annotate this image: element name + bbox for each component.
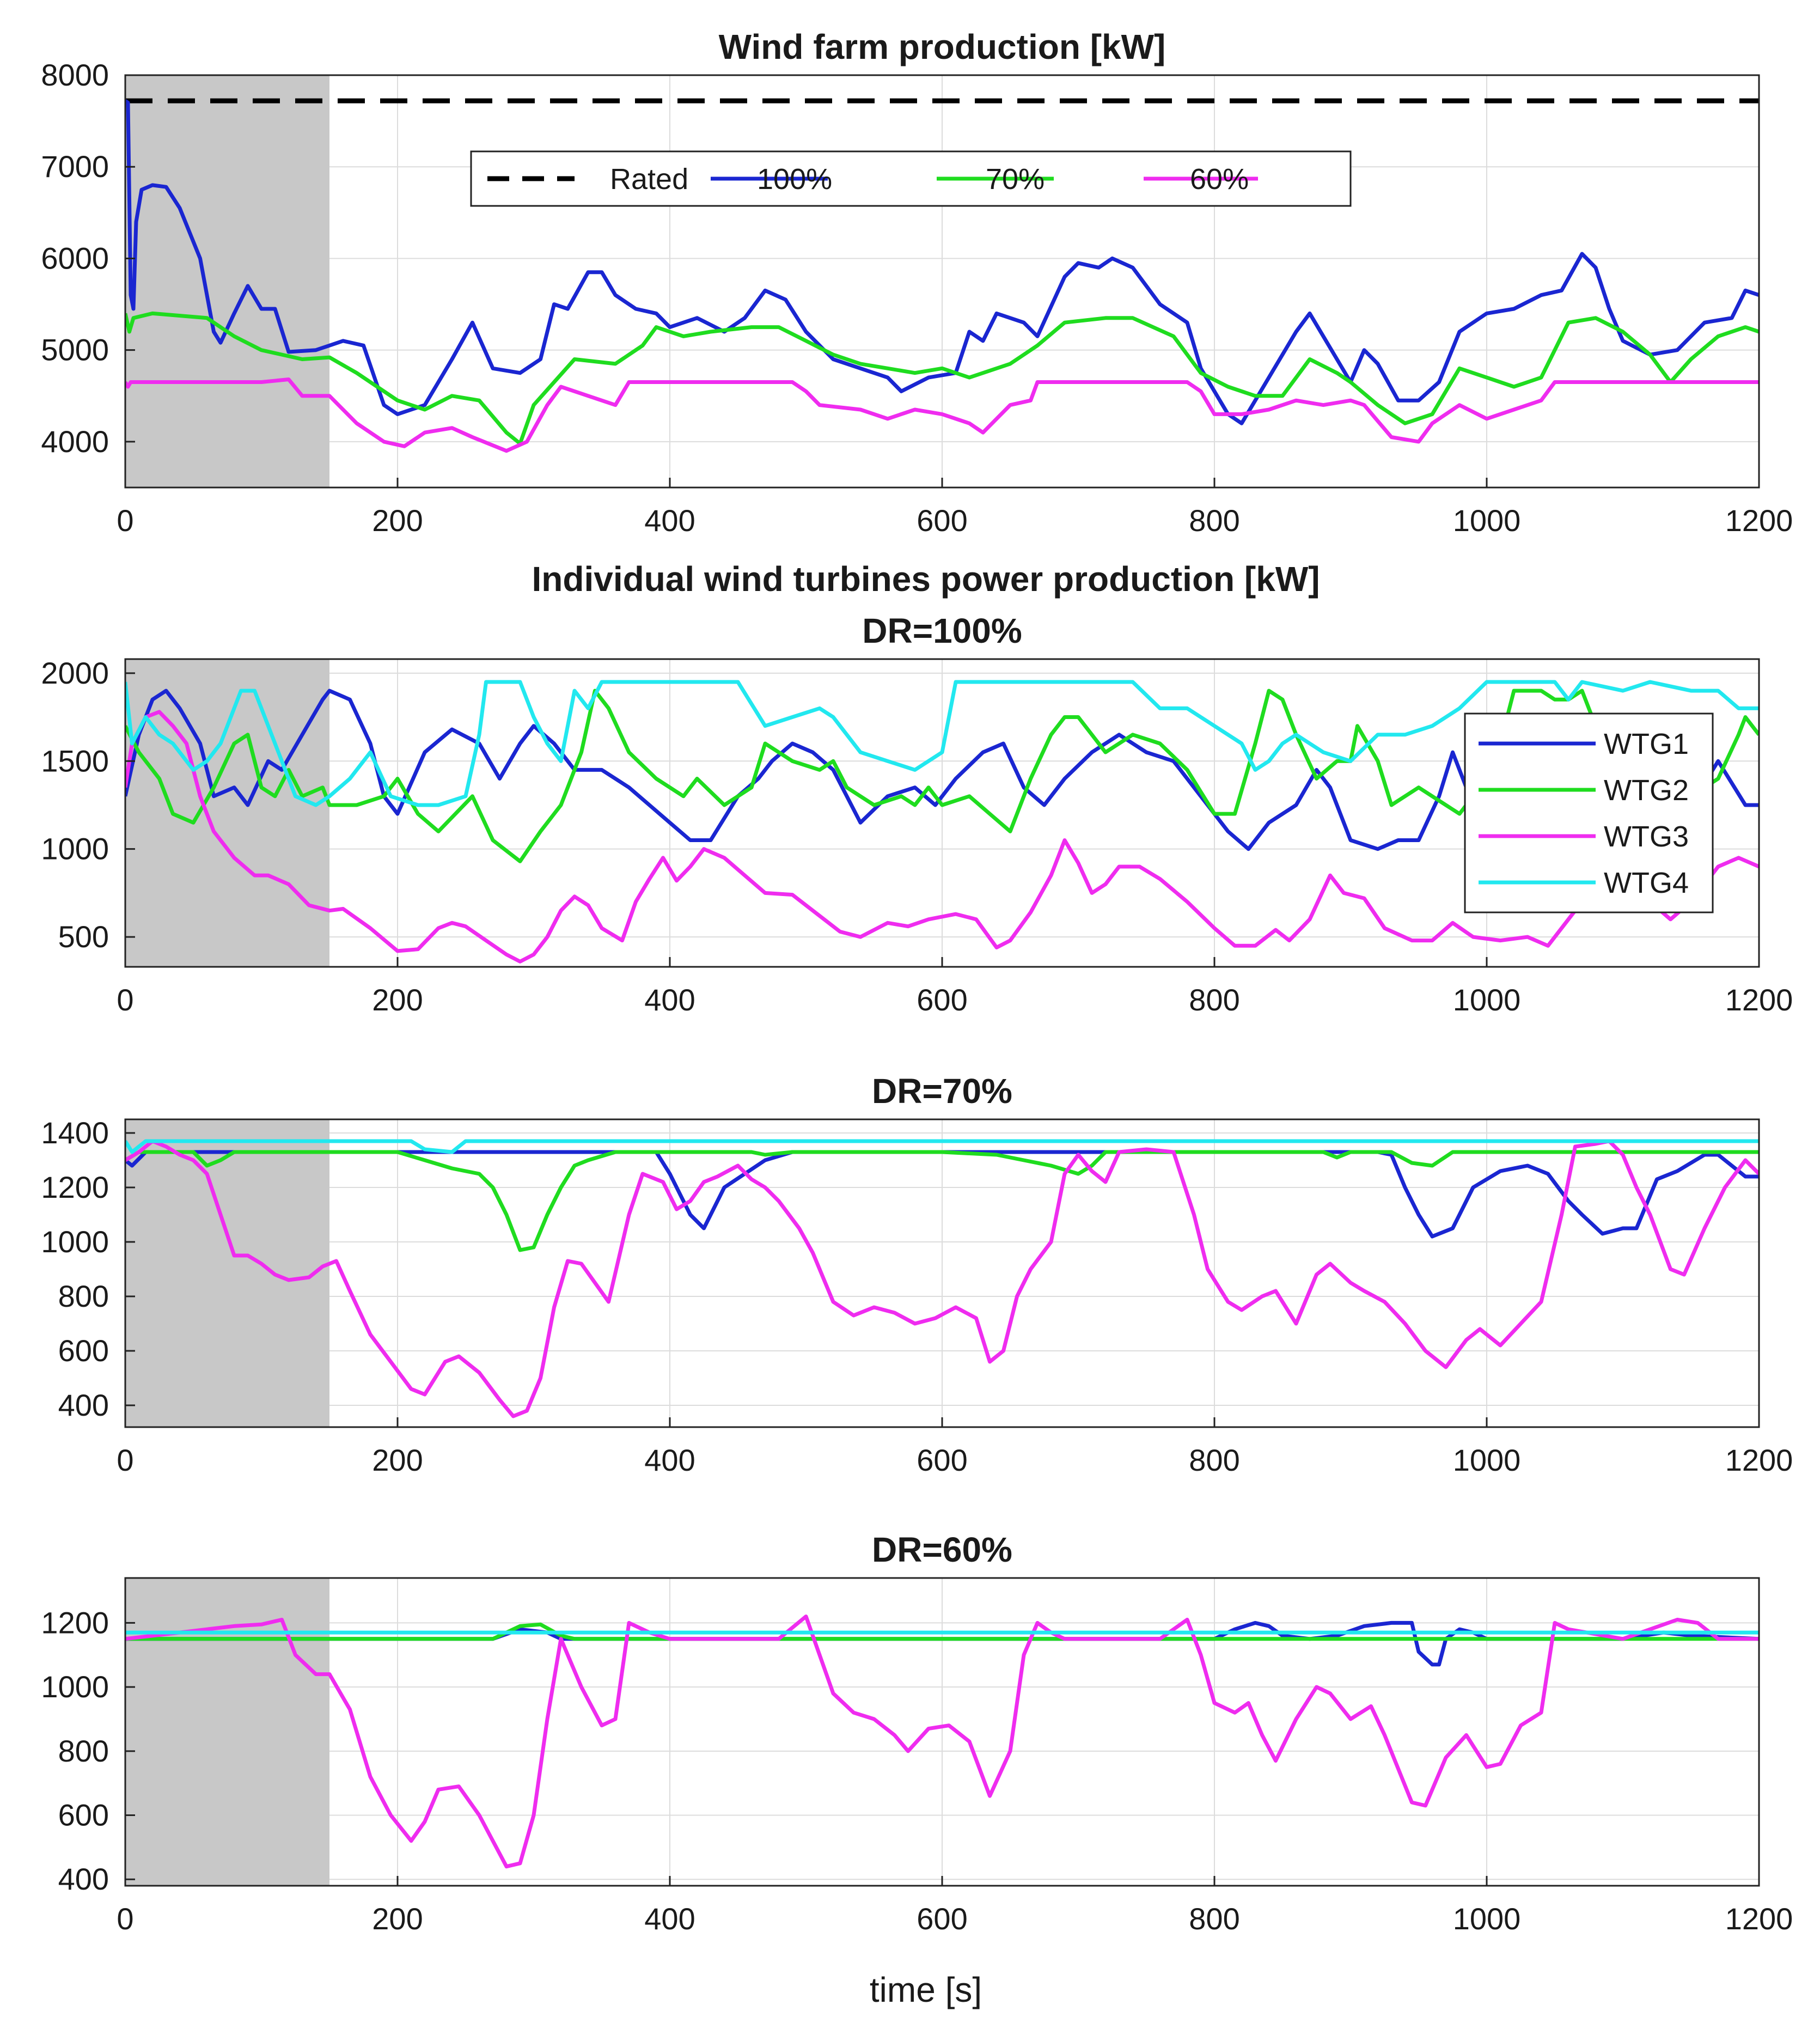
y-tick-label: 800 (58, 1734, 109, 1768)
x-tick-label: 1000 (1453, 1902, 1521, 1936)
y-tick-label: 7000 (41, 149, 109, 184)
chart-panel-dr100: 0 200 400 600 800 1000 1200 500 1000 1500 2000 DR=1… (41, 611, 1793, 1017)
shaded-region (125, 1578, 329, 1886)
legend-label: WTG2 (1604, 774, 1689, 807)
y-tick-label: 1000 (41, 1669, 109, 1704)
x-tick-label: 600 (917, 503, 967, 538)
section-title: Individual wind turbines power productio… (532, 559, 1320, 599)
y-tick-label: 1000 (41, 832, 109, 866)
x-tick-label: 200 (372, 983, 423, 1017)
x-tick-label: 1200 (1725, 1902, 1793, 1936)
x-tick-label: 200 (372, 503, 423, 538)
y-tick-label: 600 (58, 1333, 109, 1368)
y-tick-label: 6000 (41, 241, 109, 275)
y-tick-label: 800 (58, 1279, 109, 1313)
x-tick-label: 0 (117, 983, 133, 1017)
series-line-wtg3 (125, 1139, 1759, 1418)
y-tick-label: 1400 (41, 1116, 109, 1150)
y-tick-label: 400 (58, 1862, 109, 1896)
y-tick-label: 1200 (41, 1605, 109, 1640)
y-tick-label: 2000 (41, 656, 109, 690)
x-tick-label: 800 (1189, 1902, 1239, 1936)
x-tick-label: 800 (1189, 1443, 1239, 1477)
x-tick-label: 800 (1189, 983, 1239, 1017)
legend-label: WTG4 (1604, 867, 1689, 899)
shaded-region (125, 1119, 329, 1427)
x-tick-label: 1200 (1725, 983, 1793, 1017)
series-line-wtg4 (125, 680, 1759, 807)
series-line-70pct (125, 311, 1759, 446)
x-tick-label: 400 (644, 503, 695, 538)
x-tick-label: 0 (117, 503, 133, 538)
chart-panel-dr60: 0 200 400 600 800 1000 1200 400 600 800 1000 1200 DR… (41, 1530, 1793, 1936)
x-tick-label: 400 (644, 983, 695, 1017)
x-tick-label: 400 (644, 1902, 695, 1936)
series-line-100pct (125, 99, 1759, 425)
x-axis-label: time [s] (870, 1970, 982, 2009)
chart-title: DR=70% (872, 1071, 1012, 1111)
y-tick-label: 600 (58, 1798, 109, 1832)
legend-label: Rated (610, 163, 688, 196)
x-tick-label: 600 (917, 1902, 967, 1936)
legend-label: 60% (1190, 163, 1249, 196)
x-tick-label: 1000 (1453, 503, 1521, 538)
x-tick-label: 200 (372, 1902, 423, 1936)
chart-panel-farm: 0 200 400 600 800 1000 1200 4000 5000 6000 7000 800… (41, 27, 1793, 538)
legend: Rated 100% 70% 60% (470, 150, 1352, 207)
chart-title: Wind farm production [kW] (719, 27, 1166, 66)
chart-title: DR=100% (862, 611, 1022, 650)
y-tick-label: 8000 (41, 58, 109, 92)
x-tick-label: 1200 (1725, 1443, 1793, 1477)
y-tick-label: 4000 (41, 424, 109, 459)
chart-panel-dr70: 0 200 400 600 800 1000 1200 400 600 800 1000 1200 14… (41, 1071, 1793, 1477)
x-tick-label: 600 (917, 1443, 967, 1477)
shaded-region (125, 75, 329, 488)
x-tick-label: 1200 (1725, 503, 1793, 538)
legend-label: WTG1 (1604, 728, 1689, 760)
series-line-wtg3 (125, 710, 1759, 964)
legend-label: WTG3 (1604, 820, 1689, 853)
series-line-60pct (125, 377, 1759, 453)
legend-label: 70% (986, 163, 1045, 196)
series-line-wtg1 (125, 1150, 1759, 1239)
x-tick-label: 200 (372, 1443, 423, 1477)
y-tick-label: 1200 (41, 1170, 109, 1204)
legend-label: 100% (757, 163, 832, 196)
shaded-region (125, 659, 329, 967)
y-tick-label: 1500 (41, 744, 109, 778)
series-line-wtg2 (125, 1622, 1759, 1641)
chart-title: DR=60% (872, 1530, 1012, 1569)
y-tick-label: 5000 (41, 333, 109, 367)
y-tick-label: 400 (58, 1388, 109, 1422)
x-tick-label: 1000 (1453, 1443, 1521, 1477)
x-tick-label: 400 (644, 1443, 695, 1477)
x-tick-label: 0 (117, 1443, 133, 1477)
x-tick-label: 600 (917, 983, 967, 1017)
x-tick-label: 0 (117, 1902, 133, 1936)
series-line-wtg4 (125, 1139, 1759, 1154)
series-line-wtg1 (125, 688, 1759, 851)
x-tick-label: 800 (1189, 503, 1239, 538)
series-line-wtg3 (125, 1614, 1759, 1869)
y-tick-label: 1000 (41, 1224, 109, 1259)
x-tick-label: 1000 (1453, 983, 1521, 1017)
legend: WTG1 WTG2 WTG3 WTG4 (1464, 712, 1714, 913)
legend-box (1464, 712, 1714, 913)
series-line-wtg2 (125, 1150, 1759, 1252)
y-tick-label: 500 (58, 919, 109, 954)
